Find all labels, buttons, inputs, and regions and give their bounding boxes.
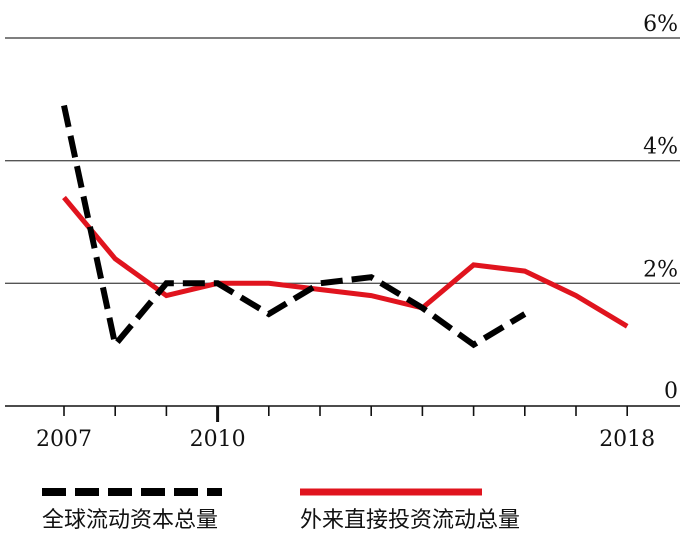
y-tick-label: 4% [643, 135, 678, 160]
x-axis: 2007 2010 2018 [5, 405, 680, 452]
x-tick-label: 2007 [36, 427, 92, 452]
x-tick-label: 2010 [190, 427, 246, 452]
legend-label-1: 全球流动资本总量 [42, 508, 218, 533]
y-tick-label: 6% [643, 12, 678, 37]
x-tick-label: 2018 [599, 427, 655, 452]
legend-label-2: 外来直接投资流动总量 [300, 508, 520, 533]
y-tick-labels: 0 2% 4% 6% [643, 12, 678, 404]
legend: 全球流动资本总量 外来直接投资流动总量 [42, 488, 520, 533]
series-lines [61, 104, 629, 352]
y-tick-label: 2% [643, 257, 678, 282]
series-line-global-capital [61, 104, 527, 352]
y-tick-label: 0 [664, 379, 678, 404]
